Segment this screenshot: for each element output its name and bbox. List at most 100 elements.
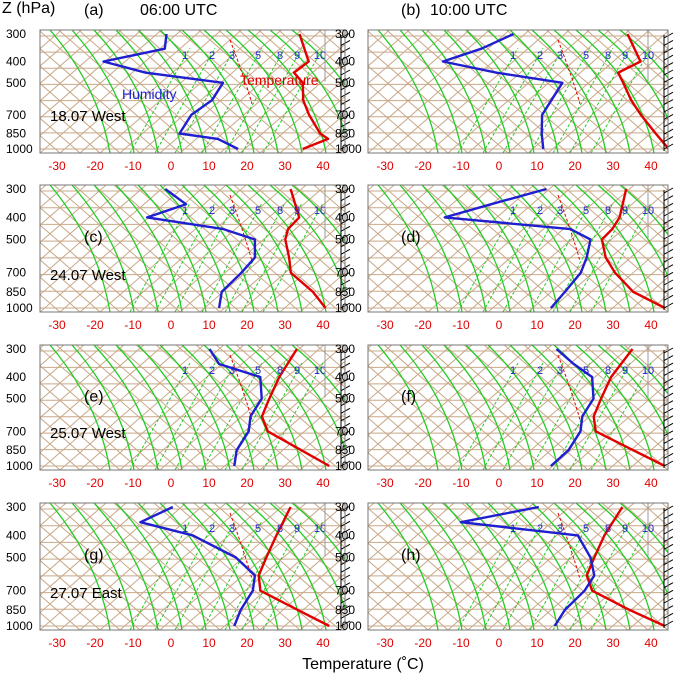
- adiabat-line: [253, 185, 345, 265]
- isotherm-line: [119, 503, 267, 630]
- humidity-line: [208, 348, 263, 467]
- adiabat-line: [441, 503, 589, 630]
- mixing-ratio-label: 9: [294, 50, 300, 62]
- isotherm-line: [40, 30, 102, 85]
- adiabat-line: [40, 65, 141, 153]
- moist-adiabat: [619, 503, 668, 554]
- isotherm-line: [368, 30, 430, 85]
- adiabat-line: [293, 503, 345, 549]
- isotherm-line: [28, 345, 172, 470]
- moist-adiabat: [203, 30, 279, 153]
- y-tick-label: 1000: [335, 459, 362, 473]
- x-tick-label: 30: [606, 159, 620, 173]
- y-tick-label: 700: [6, 108, 26, 122]
- mixing-ratio-label: 2: [537, 205, 543, 217]
- mixing-ratio-labels: 1 2 3 5 8 9 10: [510, 50, 654, 62]
- mixing-ratio-label: 5: [255, 523, 261, 535]
- moist-adiabat: [49, 30, 111, 153]
- isotherm-line: [368, 185, 475, 278]
- isotherm-line: [547, 206, 668, 312]
- adiabat-line: [561, 503, 668, 596]
- y-tick-label: 300: [6, 500, 26, 514]
- x-tick-label: 0: [496, 636, 503, 650]
- isotherm-line: [179, 30, 322, 153]
- mixing-ratio-line: [457, 47, 519, 153]
- adiabat-line: [401, 185, 549, 312]
- adiabat-line: [40, 507, 181, 630]
- x-tick-label: 40: [644, 318, 658, 332]
- x-tick-label: 20: [240, 476, 254, 490]
- adiabat-line: [687, 30, 694, 153]
- moist-adiabat: [399, 30, 463, 153]
- isotherm-line: [427, 503, 575, 630]
- moist-adiabat: [159, 185, 231, 312]
- adiabat-line: [40, 347, 181, 470]
- mixing-ratio-label: 9: [622, 205, 628, 217]
- isotherm-line: [368, 185, 515, 312]
- mixing-ratio-line: [129, 202, 191, 312]
- adiabat-line: [621, 185, 668, 226]
- moist-adiabat: [49, 185, 111, 312]
- parcel-line: [557, 354, 581, 421]
- isotherm-line: [259, 237, 345, 312]
- x-tick-label: 20: [568, 476, 582, 490]
- moist-adiabat: [421, 30, 487, 153]
- adiabat-line: [235, 345, 345, 441]
- y-tick-label: 850: [335, 126, 355, 140]
- panel-plot-area: [40, 503, 345, 630]
- mixing-ratio-label: 8: [605, 523, 611, 535]
- time-label-left: 06:00 UTC: [140, 2, 217, 19]
- x-tick-label: 0: [168, 318, 175, 332]
- isotherm-line: [368, 503, 455, 579]
- mixing-ratio-line: [201, 47, 263, 153]
- mixing-ratio-line: [502, 520, 564, 630]
- moist-adiabat: [115, 185, 183, 312]
- adiabat-line: [40, 276, 81, 312]
- moist-adiabat: [203, 503, 279, 630]
- y-tick-label: 500: [335, 232, 355, 246]
- isotherm-line: [40, 503, 147, 596]
- x-tick-labels: -30 -20 -10 0 10 20 30 40: [376, 636, 658, 650]
- isotherm-line: [688, 345, 694, 470]
- mixing-ratio-label: 1: [182, 523, 188, 535]
- moist-adiabat: [247, 503, 327, 630]
- mixing-ratio-label: 5: [583, 365, 589, 377]
- x-tick-label: -20: [86, 318, 104, 332]
- adiabat-line: [583, 345, 668, 419]
- adiabat-line: [401, 503, 549, 630]
- moist-adiabat: [93, 30, 159, 153]
- panel-plot-area: [368, 185, 668, 312]
- moist-adiabat: [443, 30, 511, 153]
- mixing-ratio-line: [241, 202, 303, 312]
- moist-adiabat: [597, 345, 668, 438]
- moist-adiabat: [203, 185, 279, 312]
- mixing-ratio-line: [129, 520, 191, 630]
- adiabat-line: [368, 47, 489, 153]
- adiabat-line: [376, 345, 520, 470]
- y-tick-label: 500: [6, 550, 26, 564]
- mixing-ratio-labels: 1 2 3 5 8 9 10: [182, 523, 326, 535]
- isotherm-line: [487, 185, 635, 312]
- adiabat-line: [138, 30, 281, 153]
- mixing-ratio-line: [241, 362, 303, 470]
- x-tick-label: -10: [452, 476, 470, 490]
- x-tick-label: -20: [414, 476, 432, 490]
- adiabat-line: [113, 503, 261, 630]
- parcel-line: [557, 194, 581, 262]
- panel-label: (h): [401, 547, 421, 564]
- adiabat-line: [368, 382, 469, 470]
- isotherm-line: [368, 30, 410, 67]
- x-tick-labels: -30 -20 -10 0 10 20 30 40: [376, 318, 658, 332]
- y-tick-label: 700: [335, 266, 355, 280]
- mixing-ratio-line: [502, 362, 564, 470]
- moist-adiabat: [377, 30, 439, 153]
- adiabat-line: [293, 185, 345, 231]
- mixing-ratio-line: [529, 362, 591, 470]
- x-tick-label: 30: [606, 636, 620, 650]
- moist-adiabats: [49, 345, 345, 470]
- y-tick-label: 700: [6, 266, 26, 280]
- adiabat-line: [40, 117, 81, 153]
- x-tick-label: 10: [530, 159, 544, 173]
